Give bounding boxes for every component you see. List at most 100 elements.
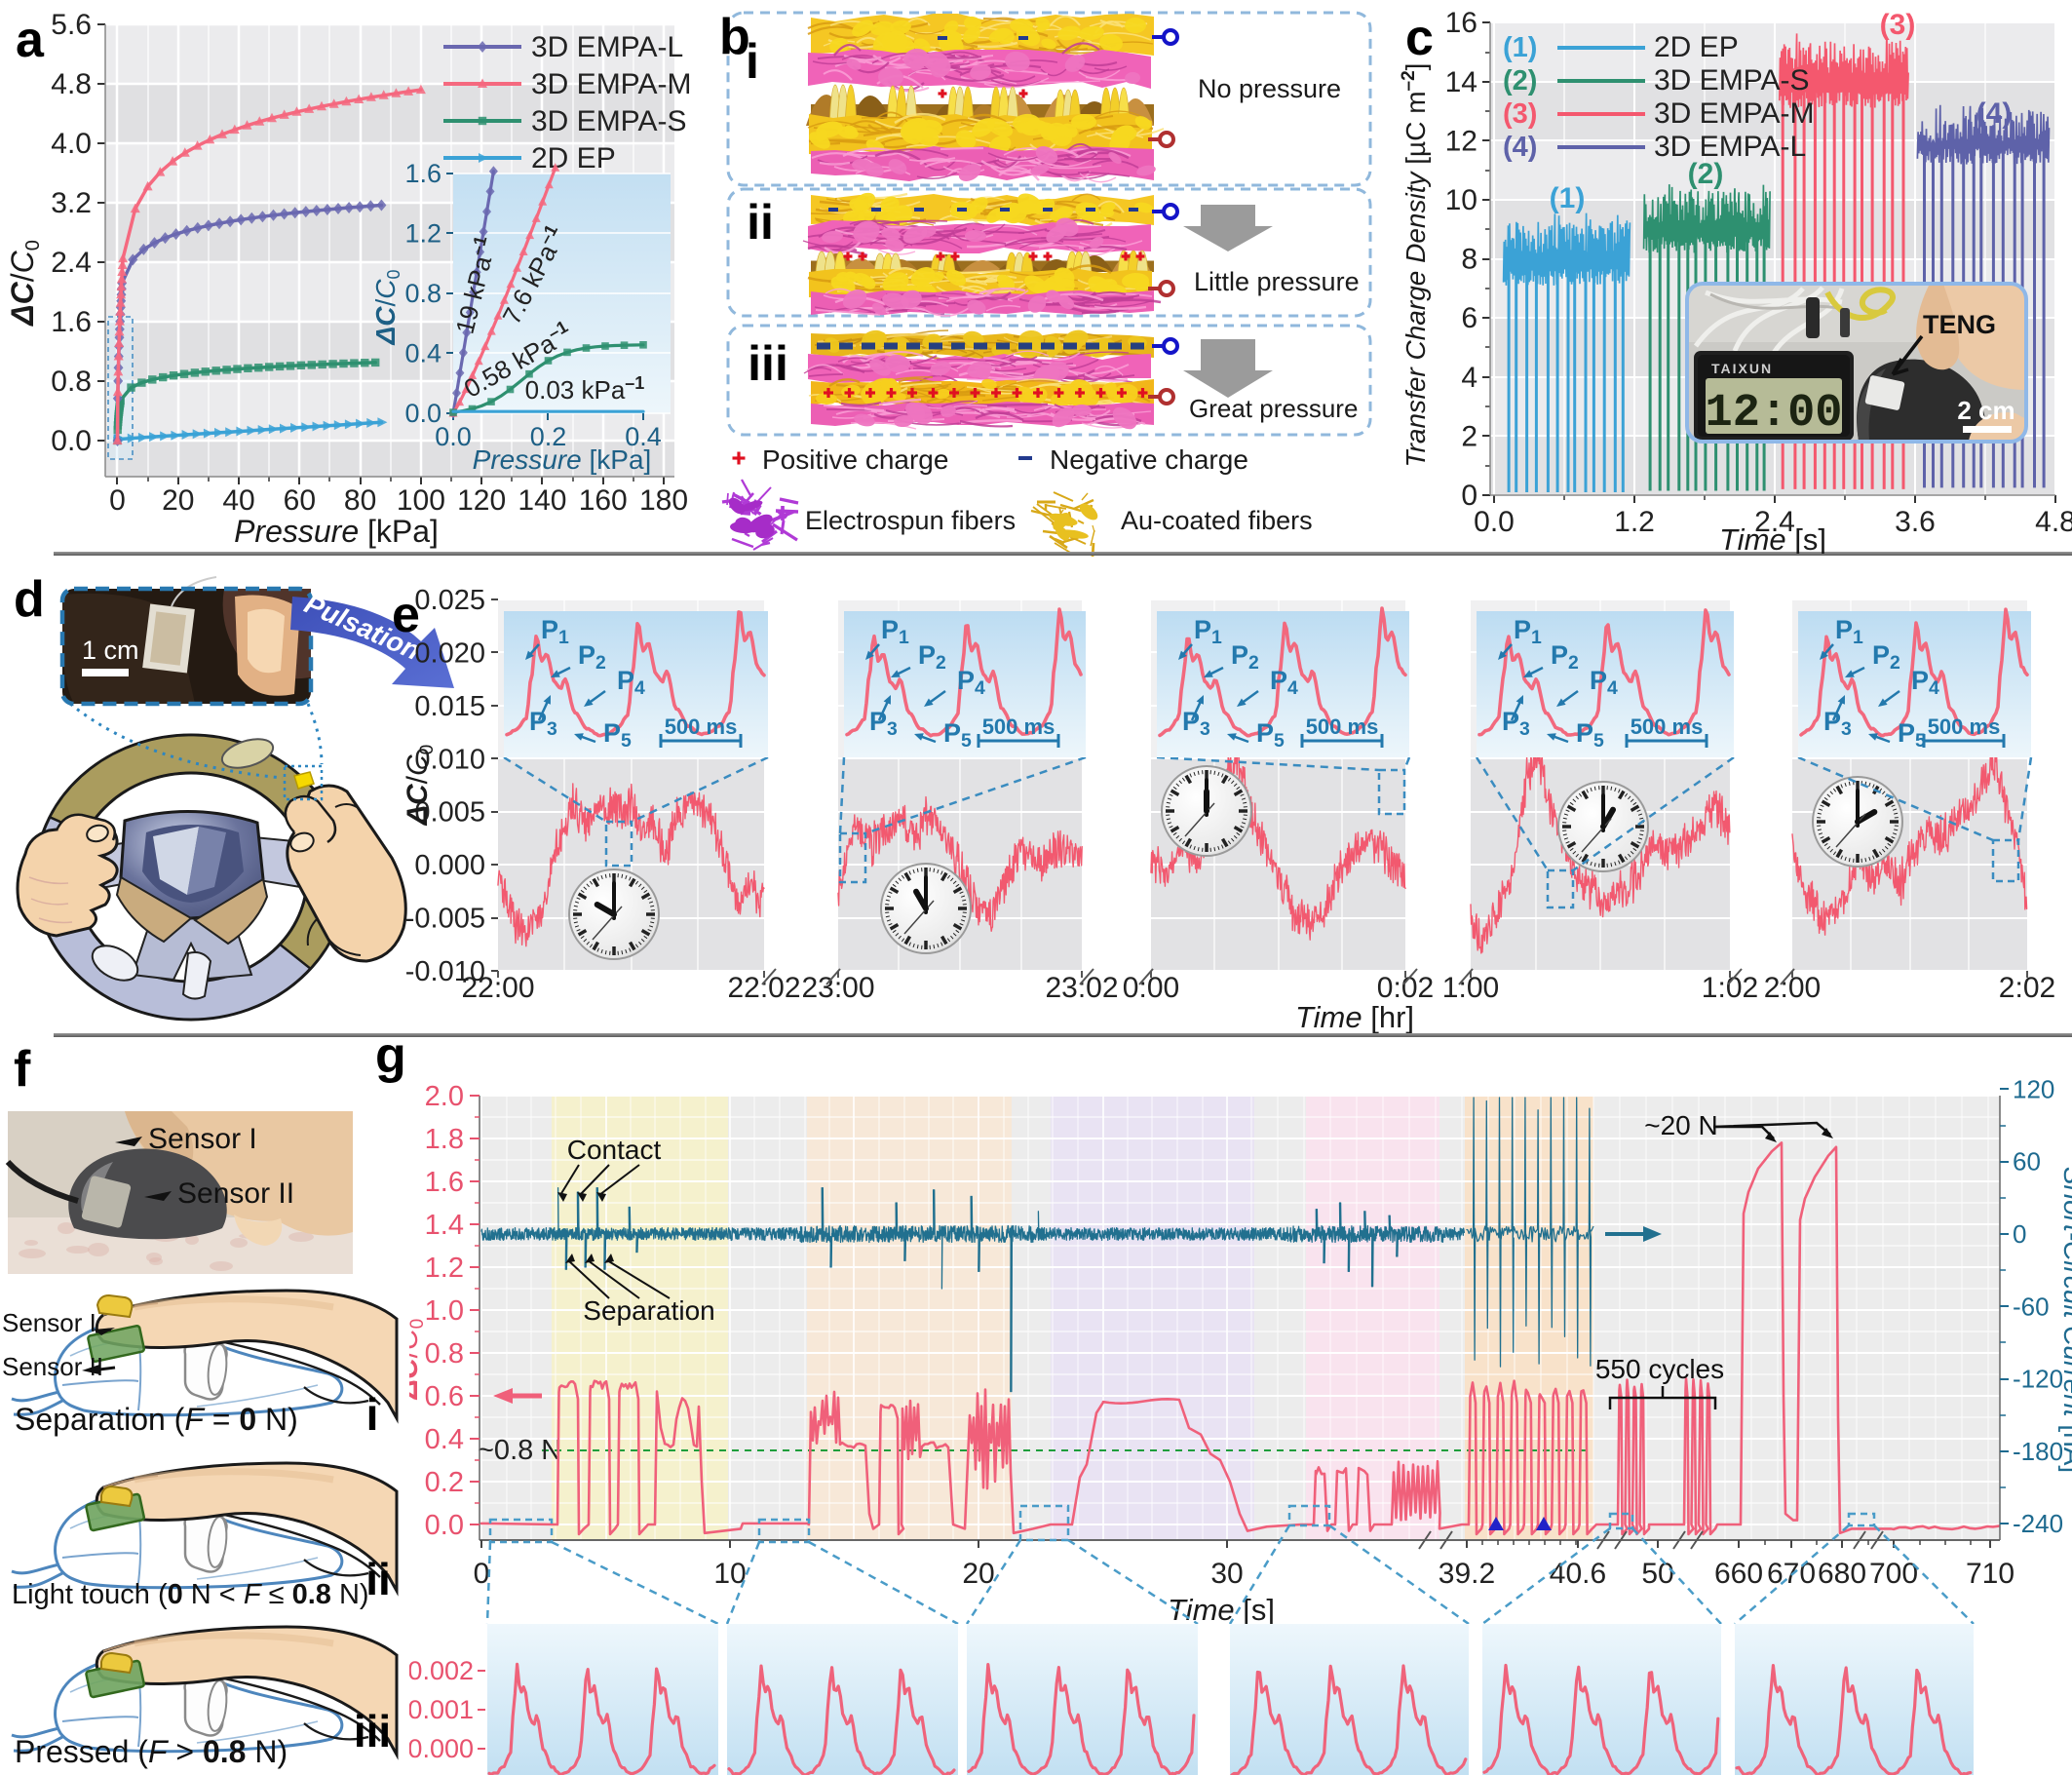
svg-text:1.4: 1.4	[425, 1210, 464, 1241]
svg-text:TENG: TENG	[1923, 310, 1996, 339]
svg-text:0.0: 0.0	[435, 422, 472, 451]
svg-text:1.2: 1.2	[1614, 506, 1655, 538]
svg-text:500 ms: 500 ms	[1631, 714, 1704, 739]
svg-text:Light touch (0 N < F ≤ 0.8 N): Light touch (0 N < F ≤ 0.8 N)	[12, 1579, 369, 1610]
svg-text:0.001: 0.001	[409, 1695, 474, 1724]
svg-text:ii: ii	[365, 1554, 391, 1604]
svg-text:500 ms: 500 ms	[982, 714, 1055, 739]
svg-text:120: 120	[2013, 1074, 2054, 1103]
svg-text:16: 16	[1445, 7, 1477, 39]
svg-text:g: g	[375, 1037, 406, 1084]
svg-text:2D EP: 2D EP	[1654, 31, 1739, 63]
svg-text:0.8: 0.8	[404, 279, 441, 308]
svg-text:3D EMPA-S: 3D EMPA-S	[1654, 64, 1809, 96]
svg-text:P2: P2	[1231, 640, 1259, 674]
svg-text:1.2: 1.2	[425, 1253, 464, 1284]
svg-text:1.0: 1.0	[425, 1295, 464, 1327]
svg-text:20: 20	[962, 1558, 994, 1590]
svg-text:3.2: 3.2	[51, 187, 92, 219]
svg-text:Separation: Separation	[583, 1295, 714, 1326]
svg-text:0: 0	[1461, 480, 1477, 512]
svg-text:6: 6	[1461, 302, 1477, 334]
svg-text:Little pressure: Little pressure	[1194, 267, 1360, 296]
svg-text:1.6: 1.6	[404, 159, 441, 188]
svg-text:(3): (3)	[1503, 98, 1537, 130]
svg-text:Positive charge: Positive charge	[762, 444, 948, 475]
svg-text:-60: -60	[2013, 1292, 2050, 1321]
svg-text:0.0: 0.0	[425, 1510, 464, 1541]
svg-text:b: b	[719, 9, 750, 65]
svg-text:1.2: 1.2	[404, 219, 441, 249]
svg-text:30: 30	[1210, 1558, 1243, 1590]
svg-text:8: 8	[1461, 244, 1477, 276]
svg-text:c: c	[1405, 10, 1434, 66]
svg-text:Sensor II: Sensor II	[177, 1177, 294, 1210]
svg-text:0.2: 0.2	[530, 422, 567, 451]
svg-text:12:00: 12:00	[1705, 388, 1842, 440]
svg-text:20: 20	[162, 484, 194, 517]
svg-text:3D EMPA-L: 3D EMPA-L	[1654, 131, 1806, 163]
svg-text:0.000: 0.000	[409, 1734, 474, 1763]
svg-text:2.4: 2.4	[51, 247, 92, 279]
svg-text:120: 120	[457, 484, 506, 517]
svg-text:60: 60	[2013, 1147, 2041, 1177]
svg-text:Contact: Contact	[567, 1135, 662, 1165]
svg-text:(1): (1)	[1503, 32, 1537, 63]
svg-text:(4): (4)	[1976, 97, 2013, 130]
svg-text:1 cm: 1 cm	[82, 636, 139, 665]
svg-text:Time [s]: Time [s]	[1719, 522, 1826, 554]
svg-text:No pressure: No pressure	[1198, 74, 1341, 103]
svg-text:Transfer Charge Density [µC m–: Transfer Charge Density [µC m–2]	[1399, 63, 1431, 468]
svg-text:40: 40	[222, 484, 254, 517]
svg-text:0.000: 0.000	[414, 850, 485, 881]
svg-text:2: 2	[1461, 420, 1477, 452]
svg-text:50: 50	[1641, 1558, 1673, 1590]
svg-text:P5: P5	[1256, 718, 1285, 752]
svg-text:2D EP: 2D EP	[531, 142, 616, 174]
svg-text:660: 660	[1714, 1558, 1763, 1590]
svg-text:-240: -240	[2013, 1509, 2063, 1538]
svg-text:10: 10	[1445, 184, 1477, 216]
svg-text:0.4: 0.4	[425, 1424, 464, 1455]
svg-text:2 cm: 2 cm	[1957, 396, 2014, 425]
svg-text:0.03 kPa–1: 0.03 kPa–1	[525, 373, 645, 405]
svg-text:0.4: 0.4	[404, 339, 441, 368]
svg-text:12: 12	[1445, 125, 1477, 157]
svg-text:Au-coated fibers: Au-coated fibers	[1121, 506, 1313, 535]
svg-text:500 ms: 500 ms	[1928, 714, 2001, 739]
svg-text:P2: P2	[918, 640, 946, 674]
svg-text:(3): (3)	[1880, 9, 1916, 41]
svg-text:2.0: 2.0	[425, 1081, 464, 1112]
svg-text:3D EMPA-L: 3D EMPA-L	[531, 31, 683, 63]
svg-text:0.020: 0.020	[414, 637, 485, 669]
svg-text:4: 4	[1461, 362, 1477, 394]
svg-text:ii: ii	[747, 195, 774, 250]
svg-text:-0.010: -0.010	[405, 956, 485, 987]
svg-text:0.0: 0.0	[404, 399, 441, 428]
svg-text:Pressure [kPa]: Pressure [kPa]	[234, 514, 439, 549]
svg-text:160: 160	[579, 484, 628, 517]
svg-text:700: 700	[1869, 1558, 1918, 1590]
svg-text:0.025: 0.025	[414, 585, 485, 616]
svg-text:iii: iii	[748, 336, 788, 391]
svg-text:0.002: 0.002	[409, 1656, 474, 1685]
svg-text:P2: P2	[1551, 640, 1579, 674]
svg-text:2.4: 2.4	[1754, 506, 1795, 538]
svg-text:-0.005: -0.005	[405, 904, 485, 935]
svg-text:~0.8 N: ~0.8 N	[478, 1435, 561, 1466]
svg-text:14: 14	[1445, 66, 1477, 98]
svg-text:a: a	[16, 12, 45, 68]
svg-text:500 ms: 500 ms	[1306, 714, 1379, 739]
svg-text:(2): (2)	[1503, 65, 1537, 96]
svg-text:100: 100	[397, 484, 445, 517]
svg-text:Negative charge: Negative charge	[1050, 444, 1248, 475]
svg-text:-180: -180	[2013, 1437, 2063, 1466]
svg-text:80: 80	[344, 484, 376, 517]
svg-text:TAIXUN: TAIXUN	[1711, 361, 1773, 376]
svg-text:ΔC/C0: ΔC/C0	[402, 745, 438, 826]
svg-text:0.010: 0.010	[414, 744, 485, 775]
svg-text:3D EMPA-S: 3D EMPA-S	[531, 105, 686, 137]
svg-text:-120: -120	[2013, 1365, 2063, 1394]
svg-text:3D EMPA-M: 3D EMPA-M	[1654, 97, 1814, 130]
svg-text:0.4: 0.4	[625, 422, 662, 451]
